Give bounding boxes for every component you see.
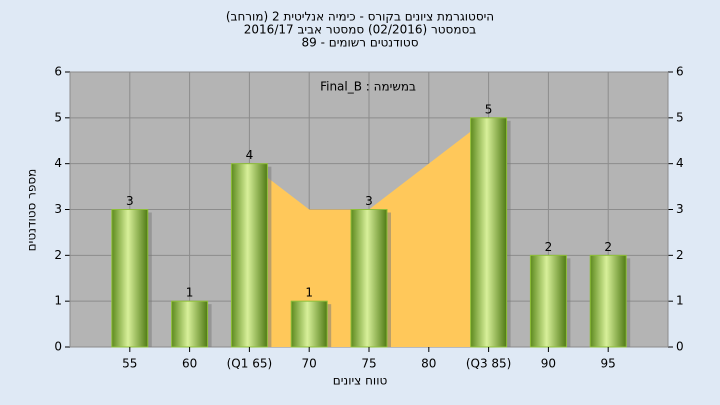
y-tick-label: 2 (54, 248, 62, 262)
x-tick-label: 55 (122, 357, 137, 371)
x-axis-title: טווח ציונים (333, 374, 388, 388)
y2-tick-label: 2 (676, 248, 684, 262)
bar (529, 254, 567, 348)
y2-tick-label: 6 (676, 65, 684, 79)
value-label: 2 (604, 240, 612, 254)
x-tick-label: 80 (421, 357, 436, 371)
y2-tick-label: 4 (676, 156, 684, 170)
chart-subtitle: סטודנטים רשומים - 89 (301, 36, 418, 50)
y-tick-label: 6 (54, 65, 62, 79)
bar (230, 163, 268, 348)
value-label: 1 (186, 286, 194, 300)
value-label: 4 (246, 148, 254, 162)
value-label: 5 (485, 102, 493, 116)
value-label: 3 (365, 194, 373, 208)
bar (589, 254, 627, 348)
x-tick-label: 75 (361, 357, 376, 371)
y-tick-label: 4 (54, 156, 62, 170)
y2-tick-label: 0 (676, 340, 684, 354)
y-tick-label: 0 (54, 340, 62, 354)
x-tick-label: 70 (302, 357, 317, 371)
x-tick-label: (Q3 85) (466, 357, 512, 371)
y-tick-label: 3 (54, 202, 62, 216)
bar (171, 300, 209, 348)
x-tick-label: 60 (182, 357, 197, 371)
bar (111, 209, 149, 348)
y2-tick-label: 1 (676, 294, 684, 308)
bar (350, 209, 388, 348)
chart-subtitle: בסמסטר (02/2016) סמסטר אביב 2016/17 (244, 23, 476, 37)
annotation: במשימה : Final_B (320, 80, 416, 94)
x-tick-label: 90 (541, 357, 556, 371)
value-label: 2 (545, 240, 553, 254)
x-tick-label: (Q1 65) (227, 357, 273, 371)
y-axis-title: מספר סטודנטים (25, 169, 39, 252)
y-tick-label: 5 (54, 110, 62, 124)
y2-tick-label: 3 (676, 202, 684, 216)
y2-tick-label: 5 (676, 110, 684, 124)
value-label: 3 (126, 194, 134, 208)
x-tick-label: 95 (601, 357, 616, 371)
bar (290, 300, 328, 348)
chart-title: היסטוגרמת ציונים בקורס - כימיה אנליטית 2… (226, 10, 494, 24)
y-tick-label: 1 (54, 294, 62, 308)
value-label: 1 (305, 286, 313, 300)
bar (470, 117, 508, 348)
